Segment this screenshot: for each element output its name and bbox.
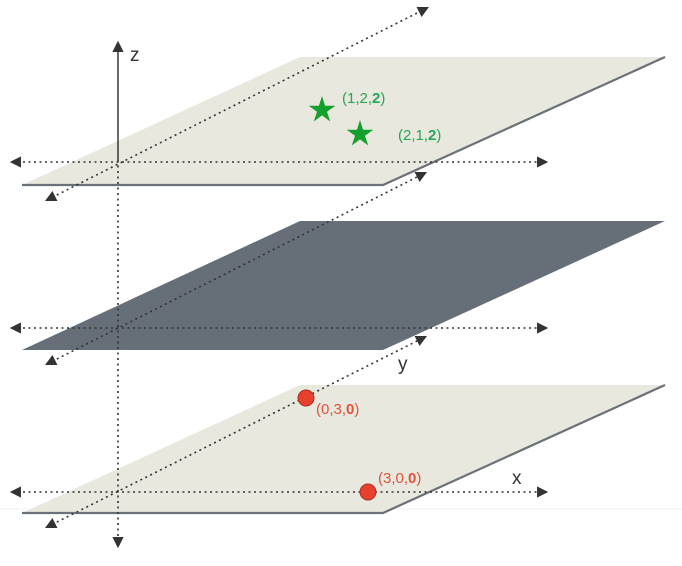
z-axis-label: z	[130, 45, 140, 66]
dot-label-2: (3,0,0)	[378, 470, 421, 487]
x-axis-label: x	[512, 468, 522, 489]
bottom-plane	[9, 335, 666, 529]
star-marker-2-1-2	[346, 120, 374, 146]
bottom-plane-y-axis	[44, 335, 428, 529]
dot-label-1: (0,3,0)	[316, 401, 359, 418]
top-plane	[9, 6, 666, 202]
dot-marker-3-0-0	[359, 483, 377, 501]
dot-marker-0-3-0	[297, 389, 315, 407]
star-label-2: (2,1,2)	[398, 127, 441, 144]
middle-plane	[9, 171, 665, 366]
star-label-1: (1,2,2)	[342, 90, 385, 107]
y-axis-label: y	[398, 354, 408, 375]
star-marker-1-2-2	[308, 96, 336, 122]
middle-plane-y-axis	[45, 171, 427, 366]
